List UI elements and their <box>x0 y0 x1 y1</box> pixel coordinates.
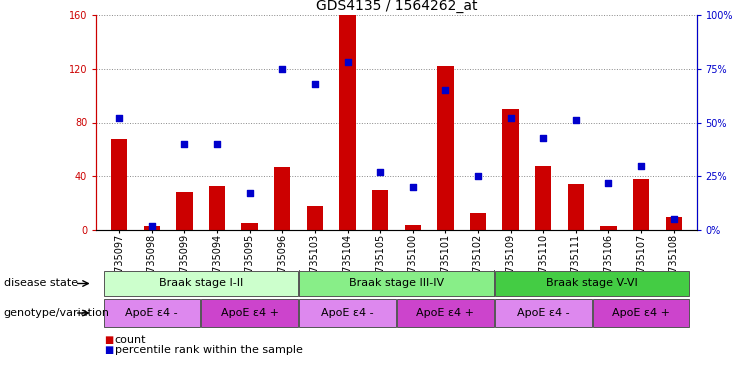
Bar <box>307 206 323 230</box>
Bar <box>665 217 682 230</box>
Bar <box>502 109 519 230</box>
Text: ApoE ε4 -: ApoE ε4 - <box>125 308 178 318</box>
Bar <box>299 299 396 328</box>
Text: ApoE ε4 -: ApoE ε4 - <box>517 308 570 318</box>
Text: ■: ■ <box>104 345 113 355</box>
Point <box>276 66 288 72</box>
Point <box>439 87 451 93</box>
Bar <box>405 225 421 230</box>
Bar <box>274 167 290 230</box>
Point <box>244 190 256 197</box>
Bar <box>111 139 127 230</box>
Bar <box>470 212 486 230</box>
Bar <box>495 271 689 296</box>
Bar <box>372 190 388 230</box>
Bar <box>176 192 193 230</box>
Point <box>668 216 679 222</box>
Bar <box>242 223 258 230</box>
Bar <box>209 185 225 230</box>
Point <box>407 184 419 190</box>
Bar <box>633 179 649 230</box>
Point <box>635 162 647 169</box>
Point <box>309 81 321 87</box>
Text: ApoE ε4 +: ApoE ε4 + <box>221 308 279 318</box>
Bar <box>202 299 298 328</box>
Bar <box>535 166 551 230</box>
Point <box>342 59 353 65</box>
Bar <box>437 66 453 230</box>
Bar <box>495 299 591 328</box>
Bar <box>397 299 494 328</box>
Text: count: count <box>115 335 147 345</box>
Point <box>537 134 549 141</box>
Point <box>211 141 223 147</box>
Bar <box>568 184 584 230</box>
Point <box>374 169 386 175</box>
Point <box>179 141 190 147</box>
Text: percentile rank within the sample: percentile rank within the sample <box>115 345 303 355</box>
Bar <box>600 226 617 230</box>
Point <box>570 117 582 123</box>
Text: ApoE ε4 +: ApoE ε4 + <box>416 308 474 318</box>
Text: ■: ■ <box>104 335 113 345</box>
Text: ApoE ε4 +: ApoE ε4 + <box>612 308 670 318</box>
Bar <box>299 271 494 296</box>
Bar <box>104 299 200 328</box>
Bar <box>593 299 689 328</box>
Bar <box>144 226 160 230</box>
Text: disease state: disease state <box>4 278 78 288</box>
Title: GDS4135 / 1564262_at: GDS4135 / 1564262_at <box>316 0 477 13</box>
Point <box>505 115 516 121</box>
Text: Braak stage V-VI: Braak stage V-VI <box>546 278 638 288</box>
Text: ApoE ε4 -: ApoE ε4 - <box>321 308 373 318</box>
Text: Braak stage III-IV: Braak stage III-IV <box>349 278 444 288</box>
Point <box>602 180 614 186</box>
Bar <box>339 15 356 230</box>
Text: Braak stage I-II: Braak stage I-II <box>159 278 243 288</box>
Point <box>472 173 484 179</box>
Point <box>113 115 125 121</box>
Text: genotype/variation: genotype/variation <box>4 308 110 318</box>
Point <box>146 223 158 229</box>
Bar <box>104 271 298 296</box>
